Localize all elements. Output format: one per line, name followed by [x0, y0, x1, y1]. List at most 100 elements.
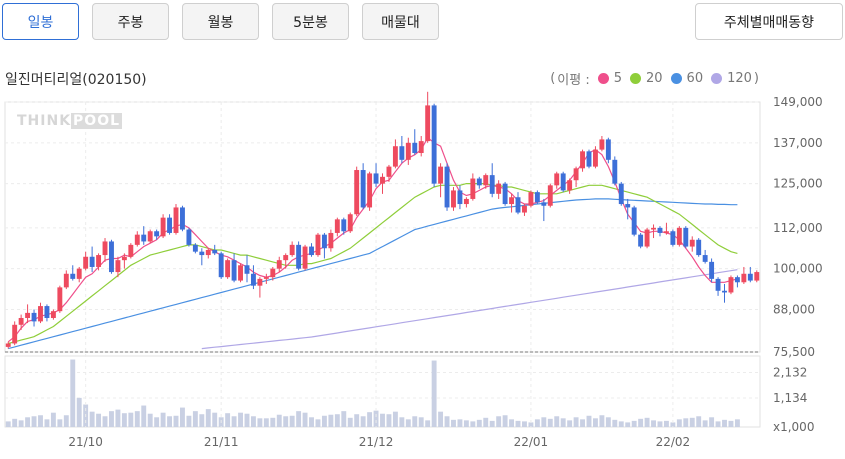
price-tick-label: 149,000 — [773, 95, 823, 109]
volume-bar — [651, 420, 656, 427]
volume-bar — [102, 416, 108, 427]
candle-body — [57, 287, 63, 312]
candle-body — [5, 343, 11, 347]
price-tick-label: 112,000 — [773, 221, 823, 235]
candle-body — [560, 173, 566, 191]
candle-body — [205, 249, 211, 256]
volume-bar — [638, 418, 644, 427]
candle-body — [438, 166, 444, 184]
candle-body — [483, 175, 489, 186]
volume-bar — [657, 421, 663, 427]
tab-volume-profile[interactable]: 매물대 — [362, 3, 439, 40]
volume-bar — [509, 419, 515, 427]
volume-bar — [341, 411, 347, 427]
candle-body — [244, 265, 250, 274]
volume-bar — [586, 415, 592, 427]
candle-body — [38, 306, 43, 322]
candle-body — [257, 278, 263, 286]
candle-body — [225, 260, 231, 278]
candle-body — [386, 166, 392, 177]
price-tick-label: 125,000 — [773, 177, 823, 191]
volume-bar — [438, 411, 444, 427]
legend-ma60-label: 60 — [686, 71, 704, 86]
volume-bar — [451, 419, 456, 427]
tab-5min[interactable]: 5분봉 — [272, 3, 349, 40]
volume-bar — [554, 416, 560, 427]
candle-body — [270, 268, 276, 278]
volume-bar — [386, 414, 392, 427]
candle-body — [102, 241, 108, 256]
volume-bar — [109, 411, 114, 427]
candle-body — [186, 229, 192, 245]
price-tick-label: 100,000 — [773, 262, 823, 276]
candle-body — [592, 149, 598, 167]
candle-body — [696, 239, 702, 256]
candle-body — [489, 175, 495, 194]
volume-bar — [412, 416, 418, 427]
volume-bar — [470, 421, 476, 427]
volume-bar — [283, 416, 289, 427]
volume-bar — [702, 420, 708, 427]
investor-trend-button[interactable]: 주체별매매동향 — [695, 3, 843, 40]
tab-daily[interactable]: 일봉 — [2, 3, 79, 40]
candle-body — [31, 312, 37, 322]
candle-body — [580, 151, 585, 169]
volume-bar — [663, 420, 669, 427]
volume-bar — [50, 412, 56, 427]
volume-bar — [315, 419, 321, 427]
volume-bar — [347, 417, 353, 427]
volume-bar — [534, 419, 540, 427]
volume-bar — [567, 420, 573, 427]
volume-tick-label: x1,000 — [773, 420, 814, 434]
volume-bar — [605, 417, 611, 427]
volume-bar — [728, 420, 734, 427]
candle-body — [83, 256, 89, 269]
volume-bar — [541, 417, 547, 427]
candle-body — [173, 207, 179, 233]
candle-body — [457, 190, 463, 205]
volume-bar — [225, 413, 231, 427]
candle-body — [509, 197, 515, 205]
volume-bar — [670, 422, 676, 427]
candle-body — [367, 173, 373, 208]
candle-body — [722, 290, 727, 293]
candle-body — [741, 273, 747, 283]
volume-bar — [25, 417, 31, 427]
candle-body — [476, 178, 482, 186]
candle-body — [392, 146, 398, 167]
ma-legend: ( 이평 : 5 20 60 120 ) — [548, 69, 761, 88]
candle-body — [373, 173, 379, 184]
volume-bar — [696, 416, 702, 427]
volume-bar — [373, 410, 379, 427]
volume-bar — [180, 407, 185, 427]
volume-bar — [128, 412, 134, 427]
candle-body — [341, 219, 347, 232]
candle-body — [747, 273, 753, 281]
volume-bar — [38, 415, 43, 427]
candle-body — [328, 232, 334, 249]
volume-bar — [522, 421, 527, 427]
stock-title: 일진머티리얼(020150) — [5, 72, 147, 88]
price-tick-label: 137,000 — [773, 136, 823, 150]
candle-body — [167, 217, 173, 233]
ma120-line — [201, 269, 738, 350]
candle-body — [263, 277, 269, 279]
volume-bar — [328, 414, 334, 427]
candle-body — [76, 268, 82, 279]
candle-body — [296, 244, 302, 269]
volume-bar — [5, 421, 11, 427]
tab-weekly[interactable]: 주봉 — [92, 3, 169, 40]
candle-body — [199, 251, 205, 256]
candle-body — [380, 176, 385, 184]
tab-monthly[interactable]: 월봉 — [182, 3, 259, 40]
candle-body — [18, 317, 24, 325]
candle-body — [154, 231, 160, 237]
candle-body — [289, 244, 295, 256]
candle-body — [451, 190, 456, 208]
volume-bar — [238, 412, 243, 427]
volume-bar — [334, 414, 340, 427]
candle-body — [354, 170, 360, 215]
candle-body — [180, 207, 185, 230]
candle-body — [96, 255, 102, 267]
volume-bar — [18, 420, 24, 427]
